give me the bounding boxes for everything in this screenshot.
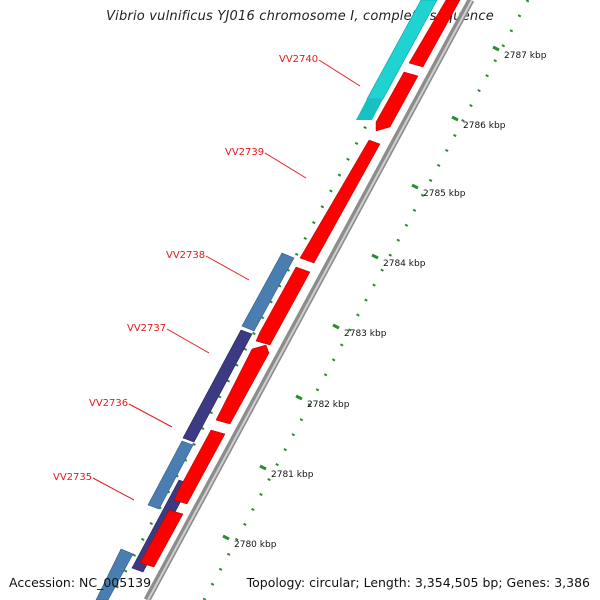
cds-vv2738[interactable] (255, 266, 311, 346)
kbp-tick-mark (492, 45, 500, 52)
cds-vv2736[interactable] (173, 429, 226, 505)
kbp-tick-layer: 2780 kbp 2781 kbp 2782 kbp 2783 kbp 2784 kbp… (222, 45, 547, 550)
gene-label-layer: VV2735 VV2736 VV2737 VV2738 VV2739 VV2740 (53, 54, 361, 501)
kbp-tick-label: 2786 kbp (463, 121, 506, 131)
kbp-tick-mark (295, 394, 303, 401)
kbp-tick-label: 2780 kbp (234, 540, 277, 550)
kbp-tick-label: 2783 kbp (344, 329, 387, 339)
gene-label-vv2739[interactable]: VV2739 (225, 147, 264, 158)
kbp-tick-label: 2787 kbp (504, 51, 547, 61)
forward-strand-cds (139, 0, 461, 568)
kbp-tick-mark (259, 464, 267, 471)
gene-vv2734[interactable] (95, 548, 134, 600)
kbp-tick-label: 2782 kbp (307, 400, 350, 410)
gene-leader-line-vv2740 (318, 59, 361, 87)
kbp-tick-mark (411, 183, 419, 190)
accession-text: Accession: NC_005139 (9, 575, 152, 590)
gene-leader-line-vv2738 (205, 255, 250, 281)
gene-vv2737[interactable] (182, 329, 253, 443)
gene-vv2738[interactable] (241, 252, 295, 332)
gene-label-vv2738[interactable]: VV2738 (166, 250, 205, 261)
gene-label-vv2736[interactable]: VV2736 (89, 398, 128, 409)
gene-label-vv2740[interactable]: VV2740 (279, 54, 318, 65)
gene-leader-line-vv2737 (166, 328, 210, 354)
cds-vv2740[interactable] (375, 71, 419, 132)
kbp-tick-mark (222, 534, 230, 541)
gene-leader-line-vv2736 (128, 403, 173, 428)
cds-vv2741[interactable] (408, 0, 461, 68)
cds-vv2737[interactable] (215, 344, 270, 425)
gene-leader-line-vv2735 (92, 477, 135, 501)
kbp-tick-mark (332, 323, 340, 330)
map-title: Vibrio vulnificus YJ016 chromosome I, co… (106, 9, 494, 24)
gene-leader-line-vv2739 (264, 152, 307, 179)
gene-label-vv2737[interactable]: VV2737 (127, 323, 166, 334)
kbp-tick-mark (371, 253, 379, 260)
cds-vv2739[interactable] (299, 139, 381, 264)
sequence-backbone-highlight (147, 0, 473, 600)
gene-label-vv2735[interactable]: VV2735 (53, 472, 92, 483)
gene-vv2736[interactable] (147, 440, 194, 510)
kbp-tick-label: 2784 kbp (383, 259, 426, 269)
kbp-tick-label: 2785 kbp (423, 189, 466, 199)
sequence-stats-text: Topology: circular; Length: 3,354,505 bp… (246, 575, 590, 590)
cds-vv2735[interactable] (139, 509, 184, 568)
gene-vv2740-shadow (356, 99, 383, 120)
kbp-tick-label: 2781 kbp (271, 470, 314, 480)
reverse-strand-genes (95, 0, 438, 600)
kbp-tick-mark (451, 115, 459, 122)
gc-skew-track (202, 0, 530, 600)
